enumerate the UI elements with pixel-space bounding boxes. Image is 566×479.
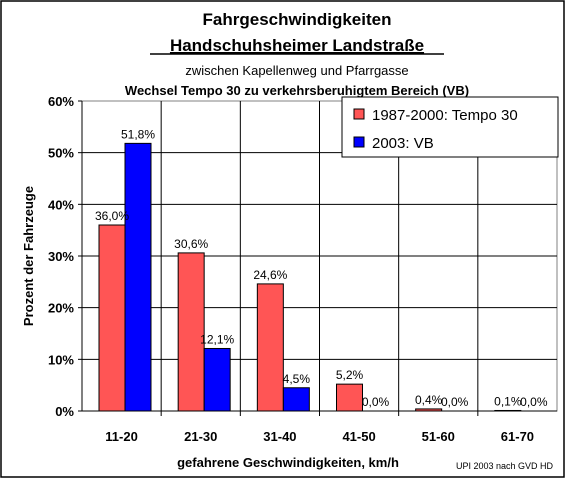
x-axis-title: gefahrene Geschwindigkeiten, km/h [177, 455, 399, 470]
legend-label-vb: 2003: VB [372, 135, 434, 152]
chart-subtitle-2: Wechsel Tempo 30 zu verkehrsberuhigtem B… [125, 83, 469, 98]
data-label: 51,8% [121, 127, 155, 141]
chart-subtitle: zwischen Kapellenweg und Pfarrgasse [185, 63, 408, 78]
source-note: UPI 2003 nach GVD HD [456, 461, 554, 471]
data-label: 0,4% [415, 393, 443, 407]
data-label: 0,0% [520, 395, 548, 409]
legend-box [341, 96, 559, 158]
bar-tempo30 [256, 283, 284, 412]
data-label: 24,6% [253, 268, 287, 282]
bar-tempo30 [177, 252, 205, 412]
data-label: 0,0% [441, 395, 469, 409]
data-label: 0,0% [362, 395, 390, 409]
y-tick-label: 20% [48, 301, 74, 316]
y-tick-label: 50% [48, 146, 74, 161]
data-label: 36,0% [95, 209, 129, 223]
data-label: 0,1% [494, 394, 522, 408]
data-label: 12,1% [200, 332, 234, 346]
legend-label-tempo30: 1987-2000: Tempo 30 [372, 107, 518, 124]
y-tick-label: 0% [55, 404, 74, 419]
y-tick-label: 40% [48, 197, 74, 212]
data-label: 4,5% [283, 372, 311, 386]
y-axis-ticks: 0% 10% 20% 30% 40% 50% 60% [48, 94, 82, 419]
plot-area: 0% 10% 20% 30% 40% 50% 60% 11-20 21-30 31-40 41-5… [48, 94, 558, 444]
x-axis-ticks: 11-20 21-30 31-40 41-50 51-60 61-70 [105, 411, 534, 444]
bar-vb [282, 387, 310, 412]
data-label: 5,2% [336, 368, 364, 382]
y-tick-label: 60% [48, 94, 74, 109]
x-tick-label: 21-30 [184, 429, 217, 444]
bars [81, 101, 557, 412]
chart-title-line2: Handschuhsheimer Landstraße [170, 36, 424, 55]
bar-vb [203, 347, 231, 412]
legend: 1987-2000: Tempo 30 2003: VB [341, 96, 559, 158]
x-tick-label: 31-40 [263, 429, 296, 444]
x-tick-label: 51-60 [422, 429, 455, 444]
x-tick-label: 41-50 [342, 429, 375, 444]
data-label: 30,6% [174, 237, 208, 251]
legend-swatch-vb [353, 136, 365, 148]
bar-vb [124, 142, 152, 412]
x-tick-label: 11-20 [105, 429, 138, 444]
bar-tempo30 [336, 383, 363, 412]
y-axis-title: Prozent der Fahrzeuge [21, 186, 36, 326]
chart-title: Fahrgeschwindigkeiten [203, 10, 392, 29]
data-labels: 36,0% 30,6% 24,6% 5,2% 0,4% 0,1% 51,8% 12,1% 4,5… [95, 127, 548, 409]
y-tick-label: 10% [48, 352, 74, 367]
x-tick-label: 61-70 [501, 429, 534, 444]
bar-tempo30 [98, 224, 126, 412]
gridlines [82, 101, 557, 411]
y-tick-label: 30% [48, 249, 74, 264]
legend-swatch-tempo30 [353, 108, 365, 120]
